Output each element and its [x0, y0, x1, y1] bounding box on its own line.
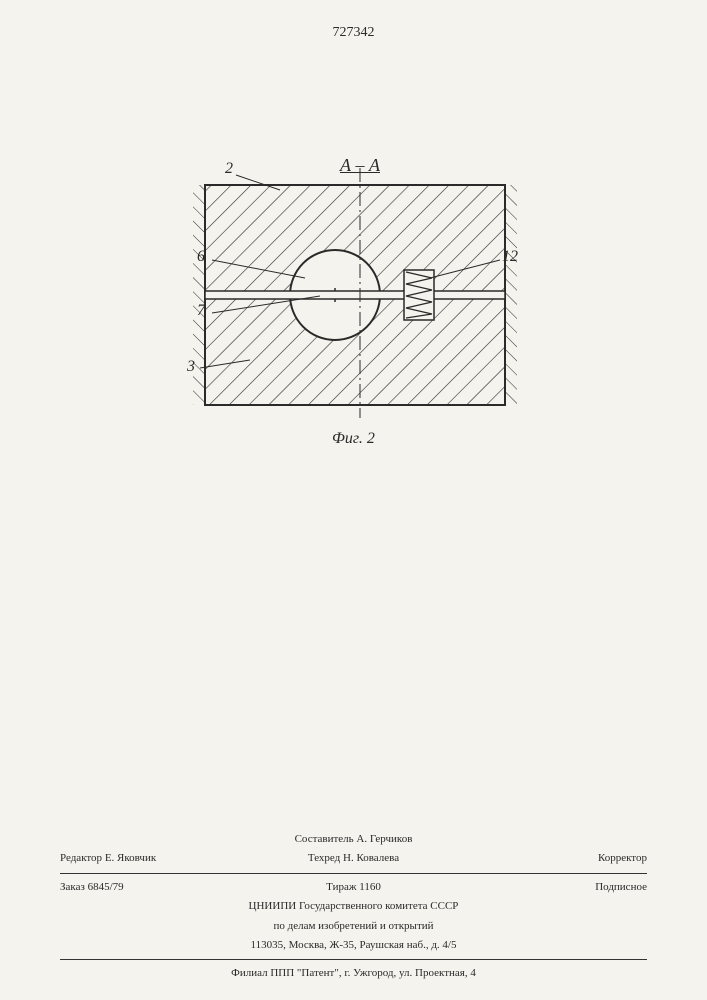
subscription: Подписное: [595, 881, 647, 893]
corrector-label: Корректор: [598, 852, 647, 864]
compiler-name: А. Герчиков: [356, 833, 412, 845]
figure-diagram: [0, 0, 707, 500]
credits-block: Составитель А. Герчиков Редактор Е. Яков…: [0, 830, 707, 984]
order-label: Заказ: [60, 881, 85, 893]
divider-1: [60, 873, 647, 874]
ref-7: 7: [197, 302, 205, 320]
org-line2: по делам изобретений и открытий: [0, 917, 707, 936]
editor-label: Редактор: [60, 852, 102, 864]
ref-12: 12: [502, 248, 518, 266]
branch: Филиал ППП "Патент", г. Ужгород, ул. Про…: [0, 964, 707, 983]
techred-name: Н. Ковалева: [343, 852, 399, 864]
tirage-value: 1160: [359, 881, 381, 893]
ref-3: 3: [187, 358, 195, 376]
techred-label: Техред: [308, 852, 340, 864]
order-value: 6845/79: [88, 881, 124, 893]
org-line1: ЦНИИПИ Государственного комитета СССР: [0, 897, 707, 916]
ref-6: 6: [197, 248, 205, 266]
compiler-label: Составитель: [295, 833, 354, 845]
org-addr: 113035, Москва, Ж-35, Раушская наб., д. …: [0, 936, 707, 955]
figure-caption: Фиг. 2: [332, 430, 375, 448]
tirage-label: Тираж: [326, 881, 356, 893]
ref-2: 2: [225, 160, 233, 178]
divider-2: [60, 959, 647, 960]
editor-name: Е. Яковчик: [105, 852, 156, 864]
